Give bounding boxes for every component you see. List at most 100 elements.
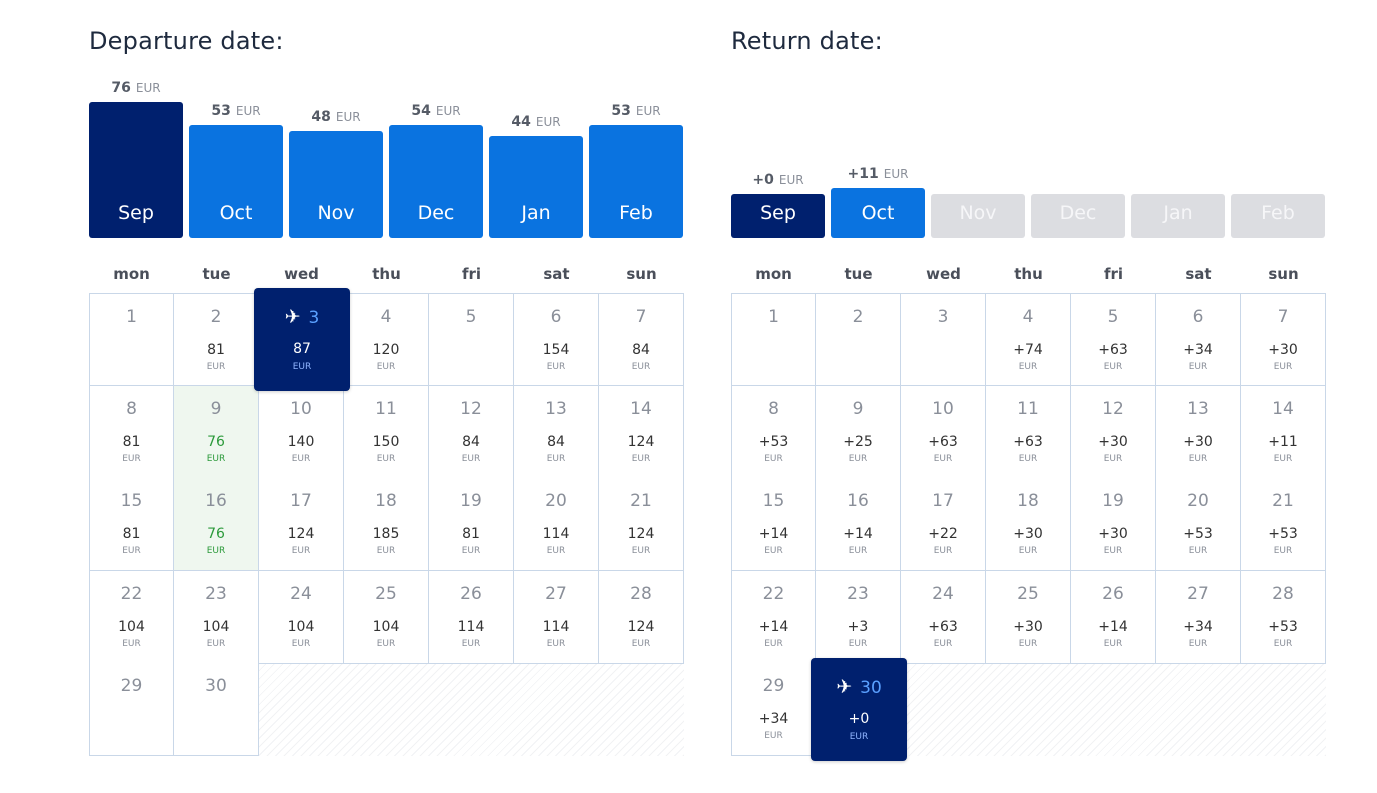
day-price: +34 (1183, 342, 1213, 358)
return-month-sep[interactable]: +0 EUR Sep (731, 172, 825, 238)
return-day-25[interactable]: 25 +30 EUR (986, 570, 1071, 664)
plane-icon: ✈ (284, 306, 301, 328)
departure-day-20[interactable]: 20 114 EUR (514, 478, 599, 571)
weekday-mon: mon (755, 265, 792, 283)
departure-month-oct[interactable]: 53 EUR Oct (189, 103, 283, 238)
return-day-24[interactable]: 24 +63 EUR (901, 570, 986, 664)
return-day-23[interactable]: 23 +3 EUR (816, 570, 901, 664)
day-price: 124 (287, 526, 315, 542)
return-day-26[interactable]: 26 +14 EUR (1071, 570, 1156, 664)
departure-day-16[interactable]: 16 76 EUR (174, 478, 259, 571)
departure-day-8[interactable]: 8 81 EUR (89, 385, 174, 479)
departure-month-nov[interactable]: 48 EUR Nov (289, 109, 383, 238)
return-day-22[interactable]: 22 +14 EUR (731, 570, 816, 664)
day-number: 28 (599, 584, 683, 604)
departure-day-15[interactable]: 15 81 EUR (89, 478, 174, 571)
return-day-2[interactable]: 2 (816, 293, 901, 386)
day-price-currency: EUR (292, 362, 312, 372)
day-price-currency: EUR (1018, 453, 1038, 464)
day-number: 2 (816, 307, 900, 327)
return-day-17[interactable]: 17 +22 EUR (901, 478, 986, 571)
return-day-29[interactable]: 29 +34 EUR (731, 663, 816, 756)
return-day-4[interactable]: 4 +74 EUR (986, 293, 1071, 386)
departure-day-7[interactable]: 7 84 EUR (599, 293, 684, 386)
return-month-oct[interactable]: +11 EUR Oct (831, 166, 925, 238)
departure-calendar: Departure date: 76 EUR Sep 53 EUR Oct 48 EUR Nov… (89, 0, 685, 793)
day-price-currency: EUR (546, 362, 566, 372)
departure-month-jan[interactable]: 44 EUR Jan (489, 114, 583, 238)
return-day-16[interactable]: 16 +14 EUR (816, 478, 901, 571)
return-day-12[interactable]: 12 +30 EUR (1071, 385, 1156, 479)
departure-day-17[interactable]: 17 124 EUR (259, 478, 344, 571)
day-number: 23 (816, 584, 900, 604)
weekday-fri: fri (1103, 265, 1124, 283)
departure-month-feb[interactable]: 53 EUR Feb (589, 103, 683, 238)
departure-day-5[interactable]: 5 (429, 293, 514, 386)
departure-day-22[interactable]: 22 104 EUR (89, 570, 174, 664)
weekday-thu: thu (1014, 265, 1043, 283)
day-number-text: 9 (852, 398, 864, 419)
departure-day-29[interactable]: 29 (89, 663, 174, 756)
departure-day-18[interactable]: 18 185 EUR (344, 478, 429, 571)
day-price-currency: EUR (461, 638, 481, 649)
departure-day-27[interactable]: 27 114 EUR (514, 570, 599, 664)
return-day-5[interactable]: 5 +63 EUR (1071, 293, 1156, 386)
departure-day-10[interactable]: 10 140 EUR (259, 385, 344, 479)
return-day-10[interactable]: 10 +63 EUR (901, 385, 986, 479)
month-price-currency: EUR (335, 110, 361, 124)
return-day-11[interactable]: 11 +63 EUR (986, 385, 1071, 479)
return-month-nov: Nov (931, 194, 1025, 238)
day-price-currency: EUR (122, 546, 141, 556)
departure-day-13[interactable]: 13 84 EUR (514, 385, 599, 479)
departure-day-23[interactable]: 23 104 EUR (174, 570, 259, 664)
return-month-price: +0 EUR (731, 172, 825, 188)
departure-day-11[interactable]: 11 150 EUR (344, 385, 429, 479)
day-number-text: 23 (847, 583, 869, 604)
day-number-text: 3 (937, 307, 949, 327)
departure-day-28[interactable]: 28 124 EUR (599, 570, 684, 664)
weekday-fri: fri (461, 265, 482, 283)
departure-day-24[interactable]: 24 104 EUR (259, 570, 344, 664)
return-day-1[interactable]: 1 (731, 293, 816, 386)
departure-day-3[interactable]: ✈ 3 87 EUR (254, 288, 350, 391)
departure-day-14[interactable]: 14 124 EUR (599, 385, 684, 479)
departure-day-30[interactable]: 30 (174, 663, 259, 756)
day-price: 76 (207, 526, 225, 542)
return-day-8[interactable]: 8 +53 EUR (731, 385, 816, 479)
return-day-18[interactable]: 18 +30 EUR (986, 478, 1071, 571)
day-price: 84 (462, 433, 480, 450)
return-day-27[interactable]: 27 +34 EUR (1156, 570, 1241, 664)
return-day-13[interactable]: 13 +30 EUR (1156, 385, 1241, 479)
return-day-3[interactable]: 3 (901, 293, 986, 386)
return-day-20[interactable]: 20 +53 EUR (1156, 478, 1241, 571)
day-price: +53 (1268, 618, 1298, 635)
day-number: 9 (816, 399, 900, 419)
month-price-amount: 53 (611, 103, 631, 119)
return-day-9[interactable]: 9 +25 EUR (816, 385, 901, 479)
departure-day-12[interactable]: 12 84 EUR (429, 385, 514, 479)
departure-day-26[interactable]: 26 114 EUR (429, 570, 514, 664)
return-day-14[interactable]: 14 +11 EUR (1241, 385, 1326, 479)
return-day-15[interactable]: 15 +14 EUR (731, 478, 816, 571)
departure-day-4[interactable]: 4 120 EUR (344, 293, 429, 386)
departure-month-dec[interactable]: 54 EUR Dec (389, 103, 483, 238)
day-price-currency: EUR (546, 638, 566, 649)
day-number-text: 2 (210, 307, 222, 327)
return-day-7[interactable]: 7 +30 EUR (1241, 293, 1326, 386)
day-price: +30 (1183, 433, 1213, 450)
return-day-21[interactable]: 21 +53 EUR (1241, 478, 1326, 571)
departure-month-sep[interactable]: 76 EUR Sep (89, 80, 183, 238)
day-number: 2 (174, 307, 258, 327)
day-price-currency: EUR (206, 362, 226, 372)
departure-day-6[interactable]: 6 154 EUR (514, 293, 599, 386)
departure-day-1[interactable]: 1 (89, 293, 174, 386)
departure-day-25[interactable]: 25 104 EUR (344, 570, 429, 664)
departure-day-21[interactable]: 21 124 EUR (599, 478, 684, 571)
departure-day-19[interactable]: 19 81 EUR (429, 478, 514, 571)
return-day-6[interactable]: 6 +34 EUR (1156, 293, 1241, 386)
return-day-28[interactable]: 28 +53 EUR (1241, 570, 1326, 664)
departure-day-9[interactable]: 9 76 EUR (174, 385, 259, 479)
return-day-30[interactable]: ✈ 30 +0 EUR (811, 658, 907, 761)
return-day-19[interactable]: 19 +30 EUR (1071, 478, 1156, 571)
departure-day-2[interactable]: 2 81 EUR (174, 293, 259, 386)
